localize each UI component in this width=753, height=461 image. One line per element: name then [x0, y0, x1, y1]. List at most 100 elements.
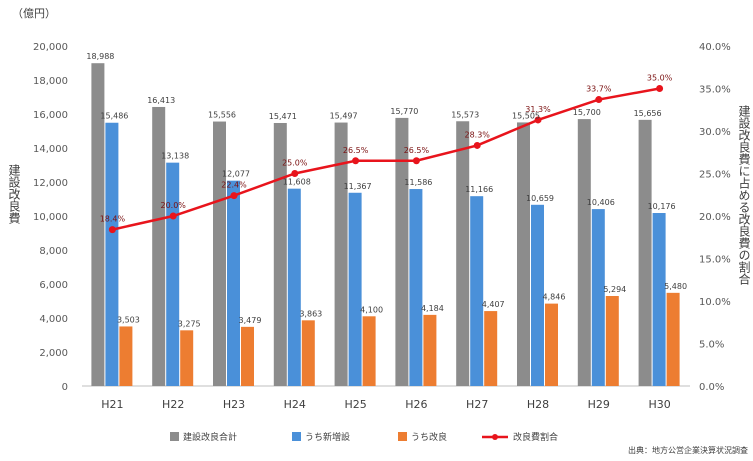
bar-new [166, 162, 180, 386]
x-tick-label: H24 [284, 398, 306, 411]
bar-value-label: 15,486 [100, 112, 128, 121]
bar-value-label: 11,586 [404, 178, 432, 187]
bar-new [470, 196, 484, 386]
x-tick-label: H22 [162, 398, 184, 411]
y-axis-ticks: 0 2,000 4,000 6,000 8,000 10,000 12,000 14,000 1… [33, 42, 68, 393]
bar-improve [362, 316, 376, 386]
bar-new [227, 180, 240, 386]
y-tick-label: 2,000 [39, 348, 68, 359]
bar-total [213, 121, 226, 386]
legend-label: 建設改良合計 [183, 431, 237, 443]
bar-value-label: 5,480 [664, 282, 687, 291]
y2-tick-label: 30.0% [699, 127, 731, 138]
bar-value-label: 15,700 [573, 108, 601, 117]
y-axis-label: 建設改良費 [7, 164, 21, 224]
bar-total [517, 122, 530, 386]
ratio-point [656, 85, 664, 92]
bar-value-label: 5,294 [603, 285, 626, 294]
x-tick-label: H21 [101, 398, 123, 411]
x-tick-label: H30 [648, 398, 670, 411]
legend-swatch [170, 432, 179, 441]
bar-total [577, 119, 591, 386]
y-unit-label: （億円） [12, 7, 56, 20]
x-tick-label: H27 [466, 398, 488, 411]
bar-improve [484, 311, 498, 386]
legend-swatch [398, 432, 407, 441]
bar-total [273, 122, 287, 387]
y2-tick-label: 25.0% [699, 170, 731, 181]
y2-tick-label: 10.0% [699, 297, 731, 308]
bar-value-label: 15,656 [634, 109, 662, 118]
y-axis-title: 建設改良費 [7, 164, 21, 224]
bar-value-label: 4,100 [360, 305, 383, 314]
legend-label: うち改良 [411, 431, 447, 443]
bar-improve [301, 320, 315, 386]
x-tick-label: H23 [223, 398, 245, 411]
data-labels: 18,988 15,486 3,503 16,413 13,138 3,275 15,556… [86, 52, 687, 328]
ratio-label: 18.4% [100, 215, 126, 224]
bar-new [409, 189, 423, 386]
y-tick-label: 8,000 [39, 246, 68, 257]
bar-total [91, 63, 105, 386]
bar-improve [545, 303, 558, 386]
x-axis-ticks: H21 H22 H23 H24 H25 H26 H27 H28 H29 H30 [101, 398, 670, 411]
bar-value-label: 10,406 [587, 198, 615, 207]
y2-axis-ticks: 0.0% 5.0% 10.0% 15.0% 20.0% 25.0% 30.0% 35.0% 40… [699, 42, 731, 393]
ratio-label: 26.5% [343, 146, 369, 155]
bar-new [348, 192, 362, 386]
bar-value-label: 15,556 [208, 111, 236, 120]
bar-value-label: 15,497 [330, 112, 358, 121]
bars [91, 63, 680, 387]
bar-value-label: 15,573 [451, 110, 479, 119]
y-tick-label: 12,000 [33, 178, 68, 189]
bar-new [652, 213, 666, 386]
ratio-point [595, 96, 603, 104]
bar-value-label: 3,479 [239, 316, 262, 325]
y-tick-label: 20,000 [33, 42, 68, 53]
y-tick-label: 6,000 [39, 280, 68, 291]
ratio-line: 18.4% 20.0% 22.4% 25.0% 26.5% 26.5% 28.3% 31.3%… [100, 74, 673, 234]
y2-tick-label: 35.0% [699, 85, 731, 96]
bar-value-label: 16,413 [147, 96, 175, 105]
bar-value-label: 13,138 [161, 152, 189, 161]
ratio-point [412, 157, 420, 165]
y-tick-label: 16,000 [33, 110, 68, 121]
bar-value-label: 15,471 [269, 112, 297, 121]
bar-value-label: 11,166 [465, 185, 493, 194]
bar-improve [605, 296, 619, 386]
ratio-label: 20.0% [160, 201, 186, 210]
bar-new [531, 204, 544, 386]
ratio-point [534, 116, 542, 124]
bar-value-label: 3,275 [178, 319, 201, 328]
source-note: 出典：地方公営企業決算状況調査 [628, 445, 748, 455]
y-tick-label: 4,000 [39, 314, 68, 325]
ratio-point [473, 141, 481, 149]
y2-tick-label: 40.0% [699, 42, 731, 53]
x-tick-label: H28 [527, 398, 549, 411]
ratio-point [108, 226, 116, 234]
x-tick-label: H26 [405, 398, 427, 411]
y2-tick-label: 5.0% [699, 340, 724, 351]
legend-line-marker [492, 434, 498, 440]
x-tick-label: H25 [344, 398, 366, 411]
bar-value-label: 3,863 [299, 309, 322, 318]
y2-tick-label: 0.0% [699, 382, 724, 393]
ratio-label: 28.3% [464, 130, 490, 139]
y-tick-label: 10,000 [33, 212, 68, 223]
legend-label: 改良費割合 [513, 431, 558, 443]
bar-value-label: 4,846 [543, 293, 566, 302]
ratio-label: 31.3% [525, 105, 551, 114]
bar-new [591, 209, 605, 386]
bar-value-label: 12,077 [222, 170, 250, 179]
bar-value-label: 10,659 [526, 194, 554, 203]
bar-improve [180, 330, 194, 386]
ratio-point [169, 212, 177, 220]
bar-total [395, 117, 409, 386]
bar-new [105, 122, 119, 386]
y2-axis-label: 建設改良費に占める改良費の割合 [737, 105, 751, 285]
bar-improve [241, 326, 254, 386]
ratio-line-path [112, 87, 660, 231]
ratio-label: 25.0% [282, 159, 308, 168]
bar-total [456, 121, 470, 386]
